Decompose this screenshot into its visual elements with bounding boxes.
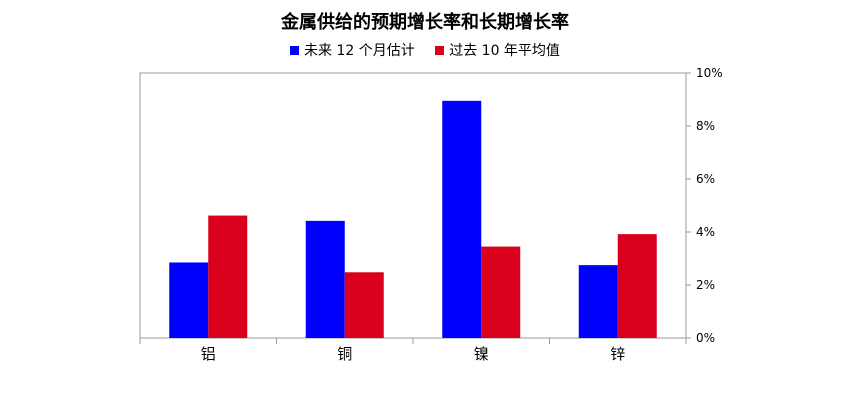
bar-series-2-4	[617, 234, 657, 338]
legend-label-series-1: 未来 12 个月估计	[304, 43, 415, 59]
legend: 未来 12 个月估计 过去 10 年平均值	[0, 40, 850, 60]
legend-swatch-series-1	[290, 45, 300, 55]
x-tick-label: 铝	[201, 345, 216, 363]
legend-item-series-2: 过去 10 年平均值	[435, 40, 560, 60]
x-tick-label: 镍	[474, 345, 489, 363]
chart-title: 金属供给的预期增长率和长期增长率	[281, 12, 569, 33]
x-tick-label: 铜	[337, 345, 352, 363]
bar-series-2-3	[481, 246, 521, 338]
y-tick-label: 2%	[696, 278, 715, 292]
legend-label-series-2: 过去 10 年平均值	[449, 43, 560, 59]
bar-series-1-1	[169, 262, 209, 338]
legend-item-series-1: 未来 12 个月估计	[290, 40, 415, 60]
bar-series-2-1	[208, 215, 248, 338]
bar-series-2-2	[344, 272, 384, 338]
legend-swatch-series-2	[435, 45, 445, 55]
y-tick-label: 0%	[696, 331, 715, 345]
y-tick-label: 10%	[696, 66, 723, 80]
x-tick-label: 锌	[610, 345, 625, 363]
bar-series-1-4	[578, 265, 618, 338]
y-tick-label: 4%	[696, 225, 715, 239]
y-tick-label: 8%	[696, 119, 715, 133]
bar-series-1-2	[305, 220, 345, 338]
y-tick-label: 6%	[696, 172, 715, 186]
bar-series-1-3	[442, 100, 482, 338]
